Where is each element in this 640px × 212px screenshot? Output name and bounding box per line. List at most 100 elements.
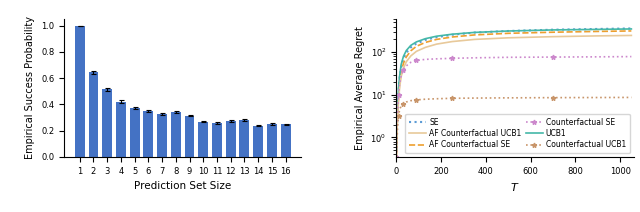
Counterfactual UCB1 <box>504 97 512 99</box>
Counterfactual UCB1 <box>393 140 401 143</box>
Counterfactual UCB1 <box>471 97 479 99</box>
Counterfactual UCB1 <box>594 96 602 99</box>
Counterfactual UCB1 <box>397 105 405 107</box>
Bar <box>88 72 99 157</box>
UCB1 <box>399 55 407 58</box>
SE <box>396 77 403 79</box>
Line: SE: SE <box>397 28 632 150</box>
Bar <box>157 114 167 157</box>
UCB1 <box>433 35 440 38</box>
Bar <box>212 123 222 157</box>
SE <box>449 33 456 36</box>
Y-axis label: Empirical Success Probability: Empirical Success Probability <box>26 17 35 159</box>
AF Counterfactual UCB1 <box>407 55 415 57</box>
Counterfactual UCB1 <box>549 96 557 99</box>
Counterfactual SE <box>393 130 401 132</box>
Counterfactual SE <box>422 58 429 61</box>
UCB1 <box>393 123 401 126</box>
SE <box>407 46 415 49</box>
AF Counterfactual UCB1 <box>397 75 405 78</box>
SE <box>394 106 401 109</box>
Line: UCB1: UCB1 <box>397 29 632 150</box>
SE <box>403 51 410 54</box>
AF Counterfactual SE <box>413 45 420 47</box>
AF Counterfactual UCB1 <box>395 100 403 103</box>
AF Counterfactual SE <box>422 41 429 44</box>
AF Counterfactual UCB1 <box>504 36 512 39</box>
Counterfactual SE <box>403 64 410 67</box>
AF Counterfactual UCB1 <box>628 34 636 37</box>
AF Counterfactual UCB1 <box>393 133 401 135</box>
SE <box>433 36 440 39</box>
AF Counterfactual SE <box>549 31 557 33</box>
SE <box>549 28 557 31</box>
UCB1 <box>394 103 401 106</box>
UCB1 <box>504 30 512 32</box>
UCB1 <box>471 31 479 34</box>
AF Counterfactual UCB1 <box>549 35 557 38</box>
Bar <box>226 121 236 157</box>
Bar <box>171 112 180 157</box>
SE <box>399 58 407 60</box>
AF Counterfactual UCB1 <box>403 60 410 63</box>
AF Counterfactual UCB1 <box>422 46 429 49</box>
Bar <box>184 116 195 157</box>
AF Counterfactual UCB1 <box>433 43 440 45</box>
Line: AF Counterfactual UCB1: AF Counterfactual UCB1 <box>397 35 632 157</box>
Counterfactual SE <box>399 69 407 71</box>
AF Counterfactual SE <box>396 83 403 85</box>
SE <box>395 90 403 93</box>
Counterfactual SE <box>449 57 456 60</box>
UCB1 <box>449 33 456 35</box>
AF Counterfactual SE <box>407 50 415 52</box>
Counterfactual UCB1 <box>449 97 456 100</box>
SE <box>504 30 512 32</box>
AF Counterfactual UCB1 <box>471 38 479 41</box>
AF Counterfactual SE <box>449 36 456 38</box>
AF Counterfactual SE <box>394 110 401 113</box>
AF Counterfactual UCB1 <box>399 67 407 70</box>
Bar <box>130 108 140 157</box>
Counterfactual UCB1 <box>628 96 636 99</box>
Counterfactual SE <box>395 93 403 96</box>
SE <box>471 31 479 34</box>
AF Counterfactual SE <box>594 30 602 33</box>
AF Counterfactual UCB1 <box>394 115 401 117</box>
Bar <box>143 111 154 157</box>
AF Counterfactual SE <box>393 130 401 132</box>
AF Counterfactual UCB1 <box>396 86 403 89</box>
Counterfactual SE <box>594 56 602 58</box>
UCB1 <box>403 49 410 52</box>
Counterfactual UCB1 <box>413 99 420 101</box>
Counterfactual SE <box>413 59 420 62</box>
Line: AF Counterfactual SE: AF Counterfactual SE <box>397 31 632 154</box>
AF Counterfactual SE <box>628 30 636 32</box>
Counterfactual SE <box>407 61 415 64</box>
UCB1 <box>422 37 429 40</box>
UCB1 <box>393 149 401 152</box>
AF Counterfactual SE <box>397 71 405 74</box>
Counterfactual UCB1 <box>403 101 410 103</box>
Counterfactual SE <box>471 57 479 59</box>
Bar <box>253 126 263 157</box>
AF Counterfactual UCB1 <box>413 50 420 53</box>
Bar <box>102 89 112 157</box>
UCB1 <box>628 28 636 30</box>
AF Counterfactual SE <box>471 34 479 36</box>
Counterfactual SE <box>549 56 557 58</box>
Counterfactual UCB1 <box>422 98 429 100</box>
UCB1 <box>594 28 602 31</box>
Bar <box>75 26 84 157</box>
Counterfactual SE <box>393 156 401 158</box>
SE <box>413 42 420 45</box>
Counterfactual SE <box>504 56 512 59</box>
Counterfactual UCB1 <box>407 99 415 102</box>
SE <box>594 28 602 30</box>
UCB1 <box>407 44 415 47</box>
Counterfactual SE <box>433 58 440 60</box>
Counterfactual SE <box>396 83 403 85</box>
AF Counterfactual UCB1 <box>594 35 602 37</box>
UCB1 <box>549 29 557 31</box>
X-axis label: Prediction Set Size: Prediction Set Size <box>134 181 231 191</box>
Bar <box>281 124 291 157</box>
